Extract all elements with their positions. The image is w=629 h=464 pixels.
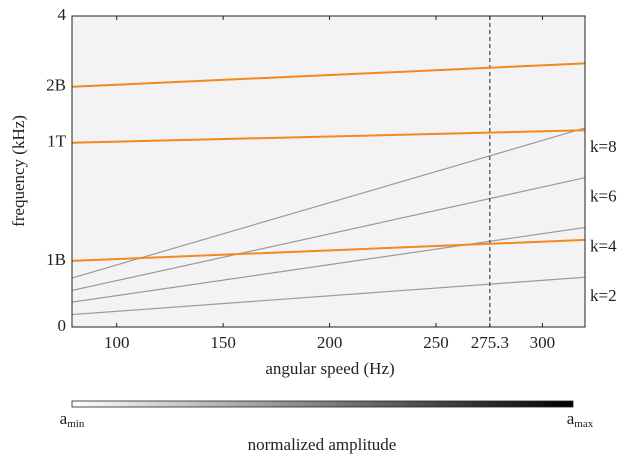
series-line (71, 127, 586, 279)
series-line (71, 226, 586, 303)
x-tick-label: 250 (423, 333, 449, 352)
colorbar-label: normalized amplitude (248, 435, 397, 454)
y-tick-label: 4 (58, 5, 67, 24)
harmonic-label: k=6 (590, 187, 617, 206)
y-tick-label: 0 (58, 316, 67, 335)
series-label: 1T (47, 132, 67, 151)
colorbar (71, 400, 574, 408)
harmonic-label: k=8 (590, 137, 617, 156)
series-line (71, 62, 586, 88)
harmonic-label: k=4 (590, 236, 617, 255)
series-line (71, 129, 586, 144)
harmonic-label: k=2 (590, 286, 617, 305)
series-line (71, 238, 586, 262)
series-label: 1B (46, 250, 66, 269)
plot-frame (71, 15, 586, 328)
y-axis-label: frequency (kHz) (9, 115, 28, 227)
x-tick-label: 275.3 (471, 333, 509, 352)
x-tick-label: 300 (530, 333, 556, 352)
x-tick-label: 100 (104, 333, 130, 352)
plot-background (72, 16, 585, 327)
series-line (71, 177, 586, 292)
x-tick-label: 200 (317, 333, 343, 352)
series-line (71, 276, 586, 316)
x-tick-label: 150 (210, 333, 236, 352)
colorbar-min-label: amin (60, 409, 85, 430)
colorbar-max-label: amax (567, 409, 594, 430)
series-label: 2B (46, 76, 66, 95)
x-axis-label: angular speed (Hz) (265, 359, 394, 378)
